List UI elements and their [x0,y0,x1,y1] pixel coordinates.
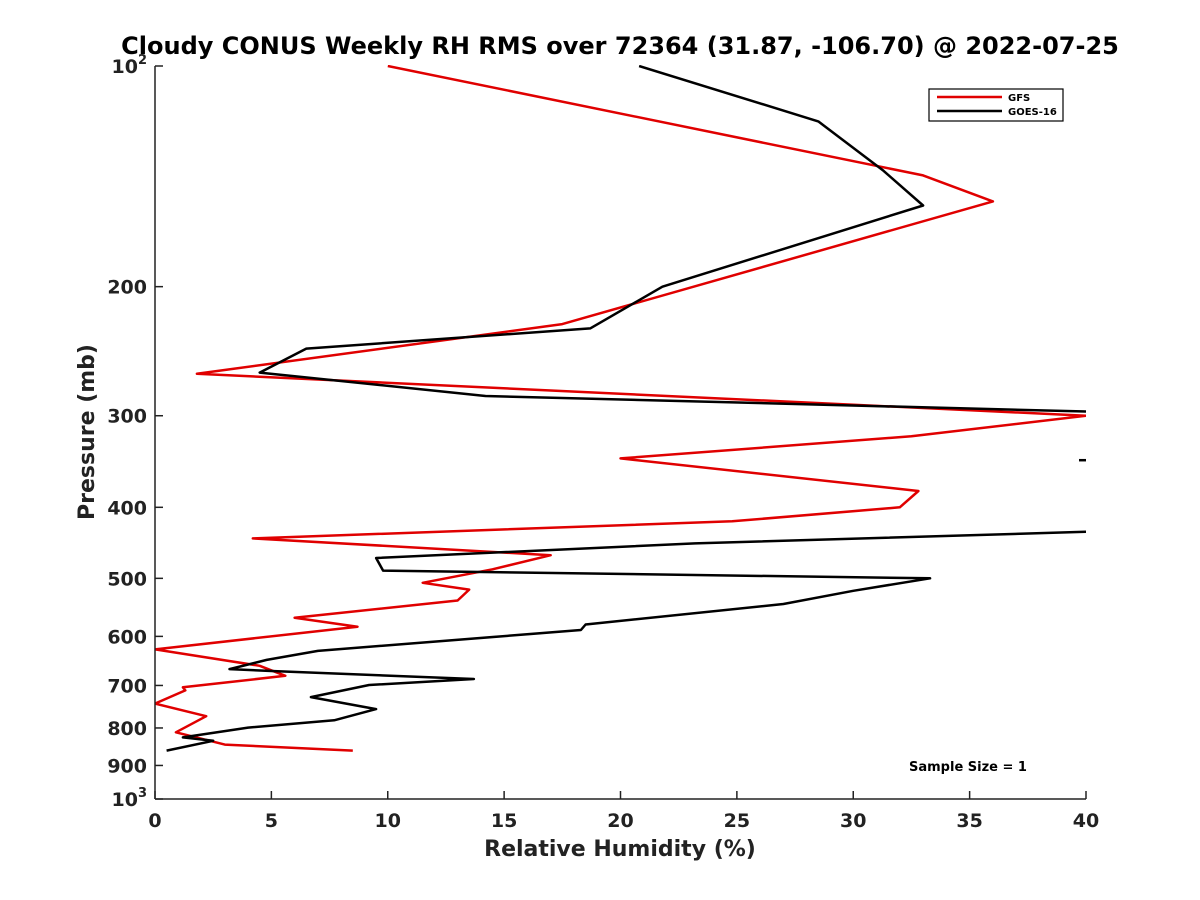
series-layer [155,65,1086,752]
chart-title: Cloudy CONUS Weekly RH RMS over 72364 (3… [121,32,1119,60]
y-tick-label: 103 [112,786,148,811]
y-tick-label: 600 [107,626,147,648]
y-ticks: 102 200 300 400 500 600 700 800 900 103 [107,53,163,811]
x-tick-label: 20 [607,810,633,832]
y-tick-label: 500 [107,568,147,590]
sample-size-annotation: Sample Size = 1 [909,760,1027,775]
x-tick-label: 40 [1073,810,1099,832]
x-ticks: 0 5 10 15 20 25 30 35 40 [148,791,1099,832]
series-line-goes-16 [166,65,1086,752]
y-tick-label: 800 [107,718,147,740]
x-tick-label: 35 [956,810,982,832]
x-tick-label: 25 [724,810,750,832]
x-axis-label: Relative Humidity (%) [484,837,756,862]
y-tick-label: 200 [107,277,147,299]
y-tick-label: 900 [107,755,147,777]
legend-label-gfs: GFS [1008,93,1030,104]
legend-label-goes-16: GOES-16 [1008,107,1057,118]
x-tick-label: 5 [265,810,278,832]
x-tick-label: 30 [840,810,866,832]
x-tick-label: 0 [148,810,161,832]
legend-box [928,88,1064,122]
x-tick-label: 10 [375,810,401,832]
y-tick-label: 700 [107,675,147,697]
y-tick-label: 300 [107,406,147,428]
series-line-gfs [155,65,1086,752]
legend: GFS GOES-16 [928,88,1064,122]
x-tick-label: 15 [491,810,517,832]
y-tick-label: 102 [112,53,148,78]
y-axis-label: Pressure (mb) [75,344,100,520]
y-tick-label: 400 [107,497,147,519]
